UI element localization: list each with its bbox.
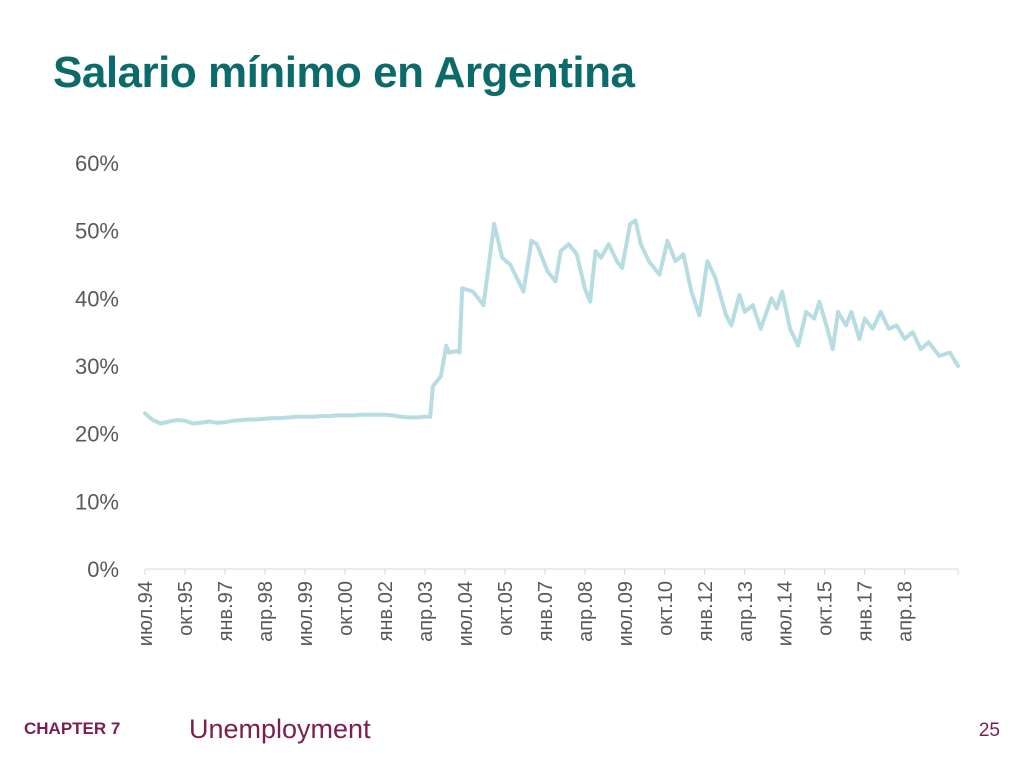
x-tick-label: окт.00 xyxy=(335,581,357,636)
y-tick-label: 0% xyxy=(87,557,119,582)
y-tick-label: 60% xyxy=(75,151,119,176)
y-tick-label: 50% xyxy=(75,219,119,244)
footer-chapter-label: CHAPTER 7 xyxy=(24,719,121,738)
x-tick-label: окт.95 xyxy=(175,581,197,636)
y-tick-label: 20% xyxy=(75,422,119,447)
x-tick-label: апр.98 xyxy=(255,581,277,642)
x-tick-label: июл.04 xyxy=(455,581,477,646)
y-tick-label: 10% xyxy=(75,489,119,514)
x-tick-label: июл.94 xyxy=(135,581,157,646)
x-tick-label: янв.02 xyxy=(375,581,397,641)
x-tick-label: янв.97 xyxy=(215,581,237,641)
x-tick-label: янв.07 xyxy=(535,581,557,641)
x-tick-label: июл.09 xyxy=(615,581,637,646)
footer-subject-label: Unemployment xyxy=(189,714,371,744)
x-tick-label: июл.14 xyxy=(775,581,797,646)
x-tick-label: апр.18 xyxy=(895,581,917,642)
minimum-wage-line-chart: 0% 10% 20% 30% 40% 50% 60% июл.94 окт.95 янв.97 ап… xyxy=(75,151,960,646)
series-line-minimum-wage xyxy=(143,218,960,426)
x-tick-label: апр.03 xyxy=(415,581,437,642)
page-number: 25 xyxy=(978,720,1000,741)
x-tick-label: окт.05 xyxy=(495,581,517,636)
x-tick-label: окт.10 xyxy=(655,581,677,636)
x-tick-label: янв.12 xyxy=(695,581,717,641)
y-tick-label: 40% xyxy=(75,286,119,311)
x-tick-label: июл.99 xyxy=(295,581,317,646)
y-tick-label: 30% xyxy=(75,354,119,379)
x-tick-label: окт.15 xyxy=(815,581,837,636)
slide-title: Salario mínimo en Argentina xyxy=(53,48,635,97)
x-tick-label: апр.08 xyxy=(575,581,597,642)
x-tick-label: янв.17 xyxy=(855,581,877,641)
x-tick-label: апр.13 xyxy=(735,581,757,642)
